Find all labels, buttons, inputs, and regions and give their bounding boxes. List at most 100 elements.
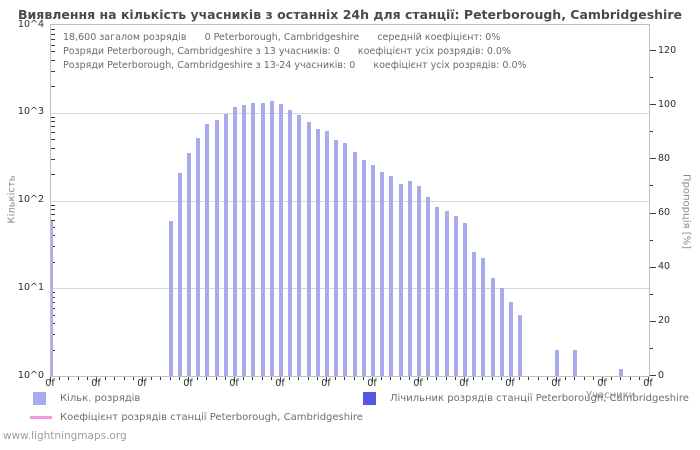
data-bar [168,221,173,376]
x-major-tick [142,377,143,382]
x-minor-tick [362,377,364,380]
data-bar [260,103,265,376]
x-minor-tick [160,377,162,380]
y-major-tick-right [650,375,656,376]
x-tick-label: 0f [459,378,469,389]
x-minor-tick [408,377,410,380]
x-minor-tick [620,377,622,380]
x-tick-label: 0f [45,378,55,389]
y-major-tick-right [650,158,656,160]
x-minor-tick [491,377,493,380]
data-bar [398,183,403,376]
y-tick-label-right: 120 [658,44,677,56]
x-minor-tick [482,377,484,380]
y-tick-label-right: 80 [658,152,671,164]
x-minor-tick [381,377,383,380]
data-bar [481,258,486,376]
x-minor-tick [546,377,548,380]
y-minor-tick [51,86,55,88]
y-minor-tick [51,33,55,35]
x-major-tick [234,377,235,382]
legend-swatch-discharge-count [33,392,46,405]
data-bar [555,349,559,376]
x-minor-tick [123,377,125,380]
y-tick-label-right: 100 [658,98,677,110]
data-bar [380,172,385,376]
x-major-tick [648,377,649,382]
x-tick-label: 0f [91,378,101,389]
x-minor-tick [178,377,180,380]
data-bar [417,185,421,376]
y-minor-tick [51,214,55,216]
legend-item-station-counter: Лічильник розрядів станції Peterborough,… [363,392,689,405]
y-minor-tick-right [650,293,653,295]
data-bar [306,122,311,376]
x-minor-tick [427,377,429,380]
y-minor-tick [51,70,55,72]
y-minor-tick [51,174,55,176]
data-bar [315,128,320,376]
legend-label: Лічильник розрядів станції Peterborough,… [390,393,689,404]
x-minor-tick [611,377,613,380]
data-bar [371,165,375,376]
x-tick-label: 0f [321,378,331,389]
data-bar [490,278,495,376]
y-minor-tick [51,51,55,53]
y-minor-tick [51,209,55,210]
annotation-line-3: Розряди Peterborough, Cambridgeshire з 1… [63,60,527,71]
x-minor-tick [445,377,447,380]
y-minor-tick [51,116,55,118]
x-minor-tick [298,377,300,380]
x-minor-tick [68,377,70,380]
legend-item-discharge-count: Кільк. розрядів [33,392,140,405]
x-minor-tick [169,377,171,380]
x-minor-tick [583,377,585,380]
x-minor-tick [132,377,134,380]
y-major-tick-right [650,50,656,51]
x-minor-tick [77,377,79,380]
data-bar [297,115,302,376]
x-minor-tick [592,377,594,380]
y-minor-tick [51,121,55,123]
x-minor-tick [270,377,272,380]
y-tick-label-left: 10^0 [17,369,44,381]
x-minor-tick [151,377,153,380]
y-minor-tick [51,126,55,128]
y-minor-tick-right [650,239,653,241]
y-minor-tick [51,158,55,160]
y-minor-tick [51,220,55,221]
plot-annotations: 18,600 загалом розрядів 0 Peterborough, … [63,31,527,73]
x-tick-label: 0f [551,378,561,389]
x-minor-tick [316,377,318,380]
y-tick-label-left: 10^3 [17,106,44,118]
x-minor-tick [307,377,309,380]
plot-area: 18,600 загалом розрядів 0 Peterborough, … [50,24,650,377]
watermark-link[interactable]: www.lightningmaps.org [3,430,127,442]
x-tick-label: 0f [367,378,377,389]
annotation-line-2: Розряди Peterborough, Cambridgeshire з 1… [63,46,512,57]
y-minor-tick-right [650,131,653,133]
y-minor-tick [51,132,55,134]
data-bar [251,103,256,376]
data-bar [242,104,247,376]
x-minor-tick [344,377,346,380]
x-major-tick [510,377,511,382]
data-bar [435,206,440,376]
y-minor-tick [51,59,55,61]
x-minor-tick [519,377,521,380]
y-tick-label-right: 0 [658,369,665,381]
data-bar [325,131,329,376]
y-minor-tick [51,44,55,46]
gridline [51,288,649,290]
data-bar [205,124,210,376]
y-tick-label-left: 10^1 [17,281,44,293]
data-bar [426,196,431,376]
y-minor-tick [51,29,55,30]
x-tick-label: 0f [275,378,285,389]
data-bar [444,211,449,376]
data-bar [463,222,467,376]
x-major-tick [602,377,603,382]
x-tick-label: 0f [229,378,239,389]
y-axis-title-right: Пропорція [%] [680,173,692,250]
